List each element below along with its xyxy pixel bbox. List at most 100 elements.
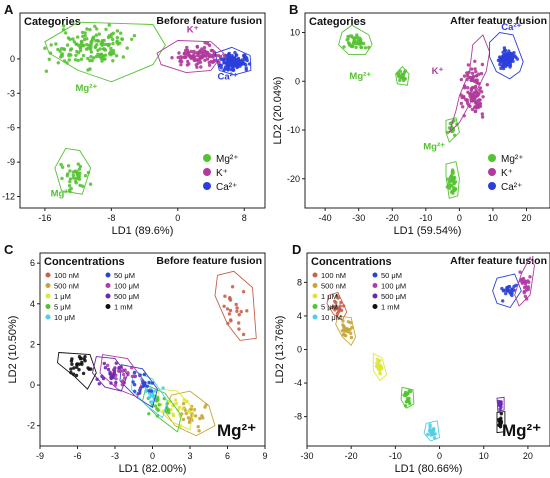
legend-label: 100 μM (381, 282, 406, 291)
data-point (181, 406, 185, 411)
cluster-hull (335, 315, 357, 347)
data-point (349, 335, 354, 340)
data-point (462, 94, 466, 99)
data-point (115, 35, 120, 40)
legend-marker (105, 304, 111, 309)
data-point (341, 319, 345, 323)
data-point (473, 59, 477, 63)
data-point (233, 64, 237, 68)
data-point (237, 321, 241, 325)
legend-label: Mg²⁺ (501, 154, 524, 165)
data-point (515, 57, 519, 61)
data-point (228, 61, 232, 65)
data-point (225, 307, 230, 311)
data-point (203, 41, 207, 45)
y-tick-label: -10 (287, 125, 300, 135)
data-point (108, 52, 112, 56)
legend-title: Concentrations (311, 256, 392, 268)
y-tick-label: 0 (297, 345, 302, 355)
data-point (234, 58, 238, 62)
data-point (231, 66, 235, 71)
data-point (150, 381, 155, 385)
data-point (80, 184, 85, 188)
x-tick-label: -6 (73, 451, 81, 461)
data-point (198, 416, 202, 421)
data-point (359, 38, 363, 42)
data-point (342, 324, 346, 329)
data-point (60, 165, 65, 169)
data-point (510, 287, 514, 291)
data-point (355, 33, 359, 37)
data-point (88, 58, 92, 63)
data-point (237, 327, 241, 331)
data-point (507, 49, 511, 53)
data-point (59, 55, 63, 59)
data-point (235, 309, 239, 313)
data-point (68, 169, 72, 173)
big-ion-label: Mg²⁺ (502, 421, 541, 440)
data-point (348, 34, 352, 38)
data-point (93, 24, 97, 28)
data-point (223, 54, 227, 58)
data-point (407, 389, 411, 393)
data-point (92, 56, 96, 60)
data-point (113, 366, 117, 370)
data-point (204, 54, 208, 58)
data-point (76, 162, 81, 166)
data-point (78, 48, 83, 53)
chart-title: Before feature fusion (156, 255, 262, 267)
x-tick-label: 0 (437, 451, 442, 461)
data-point (115, 29, 120, 33)
data-point (170, 56, 174, 60)
data-point (228, 308, 233, 313)
data-point (147, 389, 151, 393)
legend-label: 100 nM (321, 271, 346, 280)
data-point (114, 361, 119, 365)
plot-area (326, 256, 535, 442)
legend-label: 1 mM (114, 303, 133, 312)
data-point (201, 416, 205, 420)
data-point (480, 112, 484, 116)
data-point (56, 47, 60, 52)
data-point (100, 40, 104, 44)
data-point (465, 99, 469, 103)
data-point (142, 372, 147, 377)
data-point (367, 45, 371, 50)
legend-marker (45, 304, 51, 309)
data-point (528, 275, 532, 279)
data-point (155, 407, 159, 411)
data-point (83, 34, 87, 38)
data-point (88, 47, 93, 52)
legend-marker (45, 314, 51, 320)
data-point (93, 45, 98, 49)
data-point (132, 383, 137, 387)
legend-label: Ca²⁺ (501, 182, 522, 193)
data-point (75, 362, 79, 367)
plot-area (43, 21, 252, 195)
data-point (80, 362, 84, 366)
data-point (470, 95, 475, 99)
data-point (445, 130, 450, 135)
data-point (476, 102, 481, 106)
data-point (501, 289, 506, 293)
data-point (43, 46, 47, 50)
data-point (334, 304, 338, 308)
data-point (185, 399, 189, 403)
data-point (111, 49, 116, 53)
data-point (518, 279, 523, 283)
data-point (183, 48, 188, 53)
data-point (196, 425, 200, 429)
data-point (474, 84, 478, 89)
data-point (176, 55, 180, 60)
legend-label: Ca²⁺ (216, 182, 237, 193)
data-point (68, 37, 72, 41)
data-point (71, 372, 76, 376)
data-point (194, 414, 198, 418)
data-point (114, 377, 118, 381)
data-point (192, 49, 196, 54)
data-point (525, 297, 529, 301)
data-point (94, 33, 99, 37)
y-tick-label: -8 (294, 412, 302, 422)
data-point (60, 176, 64, 181)
plot-area (338, 24, 524, 199)
